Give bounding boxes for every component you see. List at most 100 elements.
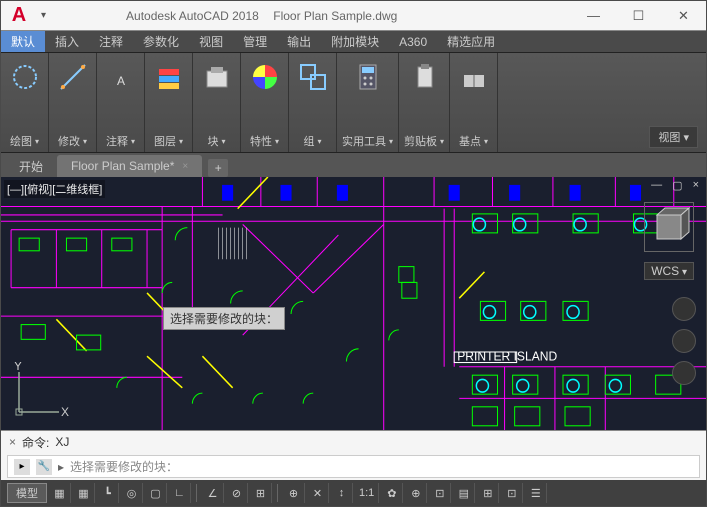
command-input[interactable]: ▸ 🔧 ▸ 选择需要修改的块： bbox=[7, 455, 700, 478]
colorwheel-icon bbox=[249, 61, 281, 93]
wcs-indicator[interactable]: WCS ▾ bbox=[644, 262, 694, 280]
menu-视图[interactable]: 视图 bbox=[189, 31, 233, 52]
maximize-button[interactable]: ☐ bbox=[616, 1, 661, 31]
circle-icon bbox=[9, 61, 41, 93]
panel-label: 图层 ▾ bbox=[154, 133, 183, 149]
calc-icon bbox=[352, 61, 384, 93]
status-item-8[interactable]: ⊘ bbox=[226, 483, 248, 503]
status-item-4[interactable]: ▢ bbox=[145, 483, 167, 503]
status-item-18[interactable]: ▤ bbox=[453, 483, 475, 503]
panel-label: 注释 ▾ bbox=[106, 133, 135, 149]
command-history: × 命令: XJ bbox=[1, 431, 706, 453]
status-item-3[interactable]: ◎ bbox=[121, 483, 143, 503]
status-item-1[interactable]: ▦ bbox=[73, 483, 95, 503]
nav-wheel[interactable] bbox=[672, 297, 696, 321]
add-tab-button[interactable]: + bbox=[208, 159, 228, 177]
app-logo: A bbox=[5, 4, 33, 28]
panel-实用工具[interactable]: 实用工具 ▾ bbox=[337, 53, 399, 152]
base-icon bbox=[458, 61, 490, 93]
panel-组[interactable]: 组 ▾ bbox=[289, 53, 337, 152]
svg-text:PRINTER ISLAND: PRINTER ISLAND bbox=[457, 349, 557, 363]
app-title: Autodesk AutoCAD 2018 Floor Plan Sample.… bbox=[126, 8, 397, 23]
document-tabs: 开始Floor Plan Sample*× + bbox=[1, 153, 706, 177]
menu-管理[interactable]: 管理 bbox=[233, 31, 277, 52]
menu-参数化[interactable]: 参数化 bbox=[133, 31, 189, 52]
panel-特性[interactable]: 特性 ▾ bbox=[241, 53, 289, 152]
menu-A360[interactable]: A360 bbox=[389, 31, 437, 52]
pan-tool[interactable] bbox=[672, 329, 696, 353]
status-item-2[interactable]: ┗ bbox=[97, 483, 119, 503]
svg-text:X: X bbox=[61, 405, 69, 419]
clip-icon bbox=[408, 61, 440, 93]
status-item-15[interactable]: ✿ bbox=[381, 483, 403, 503]
viewport-maximize[interactable]: ▢ bbox=[669, 179, 685, 192]
status-item-13[interactable]: ↕ bbox=[331, 483, 353, 503]
doc-tab[interactable]: Floor Plan Sample*× bbox=[57, 155, 202, 177]
minimize-button[interactable]: — bbox=[571, 1, 616, 31]
line-icon bbox=[57, 61, 89, 93]
panel-label: 修改 ▾ bbox=[58, 133, 87, 149]
panel-label: 实用工具 ▾ bbox=[342, 133, 393, 149]
status-item-7[interactable]: ∠ bbox=[202, 483, 224, 503]
svg-text:A: A bbox=[116, 74, 124, 88]
viewport-close[interactable]: × bbox=[690, 179, 702, 192]
panel-剪贴板[interactable]: 剪贴板 ▾ bbox=[399, 53, 450, 152]
menu-bar: 默认插入注释参数化视图管理输出附加模块A360精选应用 bbox=[1, 31, 706, 53]
menu-插入[interactable]: 插入 bbox=[45, 31, 89, 52]
drawing-canvas[interactable]: [—][俯视][二维线框] — ▢ × PRINTER ISLAND 选择需要修… bbox=[1, 177, 706, 430]
ribbon: 绘图 ▾ 修改 ▾ A 注释 ▾ 图层 ▾ 块 ▾ 特性 ▾ 组 ▾ 实用工具 ▾ 剪贴板 ▾ 基点… bbox=[1, 53, 706, 153]
status-item-12[interactable]: ✕ bbox=[307, 483, 329, 503]
layers-icon bbox=[153, 61, 185, 93]
status-item-5[interactable]: ∟ bbox=[169, 483, 191, 503]
panel-基点[interactable]: 基点 ▾ bbox=[450, 53, 498, 152]
qat-dropdown[interactable]: ▾ bbox=[41, 10, 46, 21]
doc-tab[interactable]: 开始 bbox=[5, 155, 57, 177]
viewport-label[interactable]: [—][俯视][二维线框] bbox=[4, 180, 105, 198]
panel-label: 绘图 ▾ bbox=[10, 133, 39, 149]
command-menu-icon[interactable]: ▸ bbox=[14, 459, 30, 475]
panel-label: 块 ▾ bbox=[207, 133, 225, 149]
command-tool-icon[interactable]: 🔧 bbox=[36, 459, 52, 475]
menu-精选应用[interactable]: 精选应用 bbox=[437, 31, 505, 52]
status-bar: 模型▦▦┗◎▢∟∠⊘⊞⊕✕↕1:1✿⊕⊡▤⊞⊡☰ bbox=[1, 480, 706, 506]
status-item-0[interactable]: ▦ bbox=[49, 483, 71, 503]
command-bar: × 命令: XJ ▸ 🔧 ▸ 选择需要修改的块： bbox=[1, 430, 706, 480]
status-item-14[interactable]: 1:1 bbox=[355, 483, 379, 503]
menu-注释[interactable]: 注释 bbox=[89, 31, 133, 52]
orbit-tool[interactable] bbox=[672, 361, 696, 385]
block-icon bbox=[201, 61, 233, 93]
status-item-20[interactable]: ⊡ bbox=[501, 483, 523, 503]
view-cube[interactable] bbox=[644, 202, 694, 252]
navigation-tools bbox=[672, 297, 696, 385]
menu-输出[interactable]: 输出 bbox=[277, 31, 321, 52]
status-item-21[interactable]: ☰ bbox=[525, 483, 547, 503]
panel-注释[interactable]: A 注释 ▾ bbox=[97, 53, 145, 152]
menu-默认[interactable]: 默认 bbox=[1, 31, 45, 52]
ribbon-view-toggle[interactable]: 视图 ▾ bbox=[649, 126, 698, 148]
status-item-11[interactable]: ⊕ bbox=[283, 483, 305, 503]
text-icon: A bbox=[105, 61, 137, 93]
panel-绘图[interactable]: 绘图 ▾ bbox=[1, 53, 49, 152]
close-button[interactable]: ✕ bbox=[661, 1, 706, 31]
panel-块[interactable]: 块 ▾ bbox=[193, 53, 241, 152]
status-item-16[interactable]: ⊕ bbox=[405, 483, 427, 503]
panel-label: 剪贴板 ▾ bbox=[404, 133, 444, 149]
cad-drawing: PRINTER ISLAND bbox=[1, 177, 706, 430]
close-tab-icon[interactable]: × bbox=[182, 161, 188, 172]
menu-附加模块[interactable]: 附加模块 bbox=[321, 31, 389, 52]
ucs-axis: Y X bbox=[9, 362, 69, 422]
status-item-19[interactable]: ⊞ bbox=[477, 483, 499, 503]
panel-修改[interactable]: 修改 ▾ bbox=[49, 53, 97, 152]
title-bar: A ▾ Autodesk AutoCAD 2018 Floor Plan Sam… bbox=[1, 1, 706, 31]
panel-图层[interactable]: 图层 ▾ bbox=[145, 53, 193, 152]
command-tooltip: 选择需要修改的块： bbox=[163, 307, 285, 330]
panel-label: 基点 ▾ bbox=[459, 133, 488, 149]
svg-text:Y: Y bbox=[14, 362, 22, 373]
viewport-minimize[interactable]: — bbox=[648, 179, 665, 192]
group-icon bbox=[297, 61, 329, 93]
panel-label: 特性 ▾ bbox=[250, 133, 279, 149]
status-item-17[interactable]: ⊡ bbox=[429, 483, 451, 503]
status-item-9[interactable]: ⊞ bbox=[250, 483, 272, 503]
panel-label: 组 ▾ bbox=[303, 133, 321, 149]
model-space-button[interactable]: 模型 bbox=[7, 483, 47, 503]
